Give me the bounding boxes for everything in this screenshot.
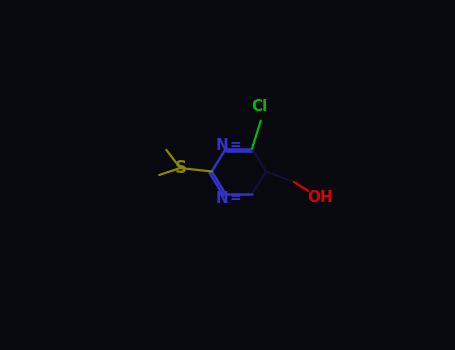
Text: S: S: [174, 159, 186, 177]
Text: Cl: Cl: [251, 99, 267, 114]
Text: N: N: [216, 191, 228, 206]
Text: =: =: [230, 138, 241, 152]
Text: =: =: [230, 191, 241, 205]
Text: OH: OH: [308, 190, 333, 204]
Text: N: N: [216, 138, 228, 153]
